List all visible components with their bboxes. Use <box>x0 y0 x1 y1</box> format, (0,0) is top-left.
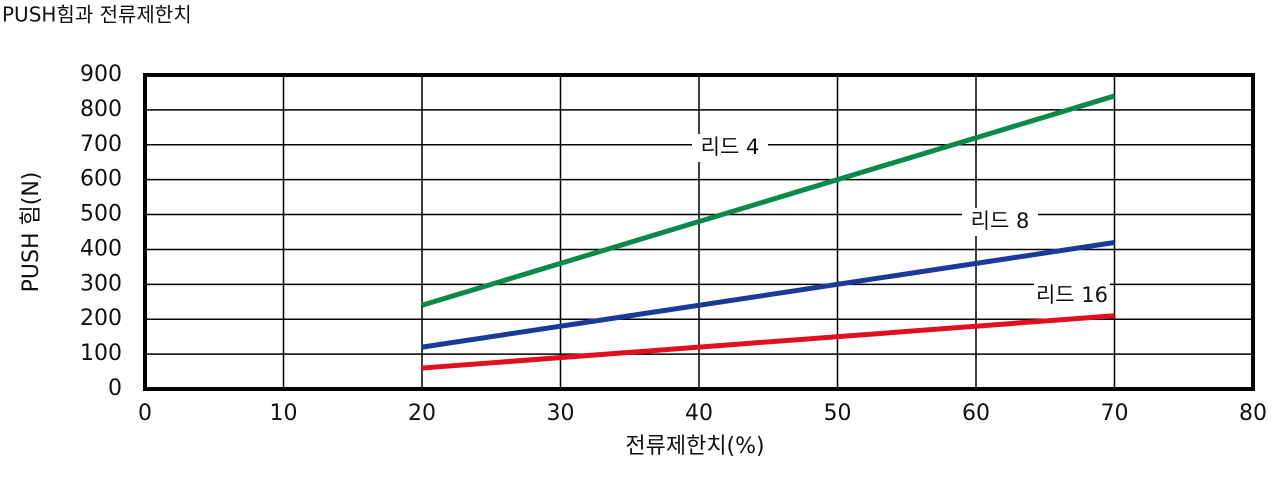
y-tick-label: 100 <box>80 341 122 366</box>
y-tick-label: 500 <box>80 202 122 227</box>
x-tick-label: 30 <box>547 401 575 426</box>
x-tick-label: 40 <box>685 401 713 426</box>
x-tick-label: 50 <box>824 401 852 426</box>
series-label-bg <box>692 134 768 162</box>
x-axis-label: 전류제한치(%) <box>625 434 764 459</box>
series-label: 리드 8 <box>971 209 1030 233</box>
series-line <box>421 313 1115 371</box>
x-tick-label: 70 <box>1101 401 1129 426</box>
x-tick-label: 20 <box>408 401 436 426</box>
chart-title: PUSH힘과 전류제한치 <box>2 3 192 27</box>
series-line <box>421 93 1116 308</box>
y-tick-label: 0 <box>108 376 122 401</box>
x-tick-label: 10 <box>270 401 298 426</box>
series-line <box>421 239 1115 350</box>
y-tick-label: 200 <box>80 306 122 331</box>
y-tick-label: 900 <box>80 62 122 87</box>
y-tick-label: 800 <box>80 97 122 122</box>
series-label-bg <box>1034 282 1110 310</box>
y-tick-label: 300 <box>80 271 122 296</box>
plot-frame <box>143 73 1255 391</box>
series-label: 리드 16 <box>1036 283 1108 307</box>
y-tick-label: 700 <box>80 132 122 157</box>
series-label: 리드 4 <box>701 135 760 159</box>
x-tick-label: 60 <box>962 401 990 426</box>
y-tick-label: 600 <box>80 167 122 192</box>
y-tick-label: 400 <box>80 236 122 261</box>
x-tick-label: 80 <box>1239 401 1267 426</box>
y-axis-label: PUSH 힘(N) <box>19 172 44 293</box>
series-label-bg <box>962 208 1038 236</box>
x-tick-label: 0 <box>138 401 152 426</box>
